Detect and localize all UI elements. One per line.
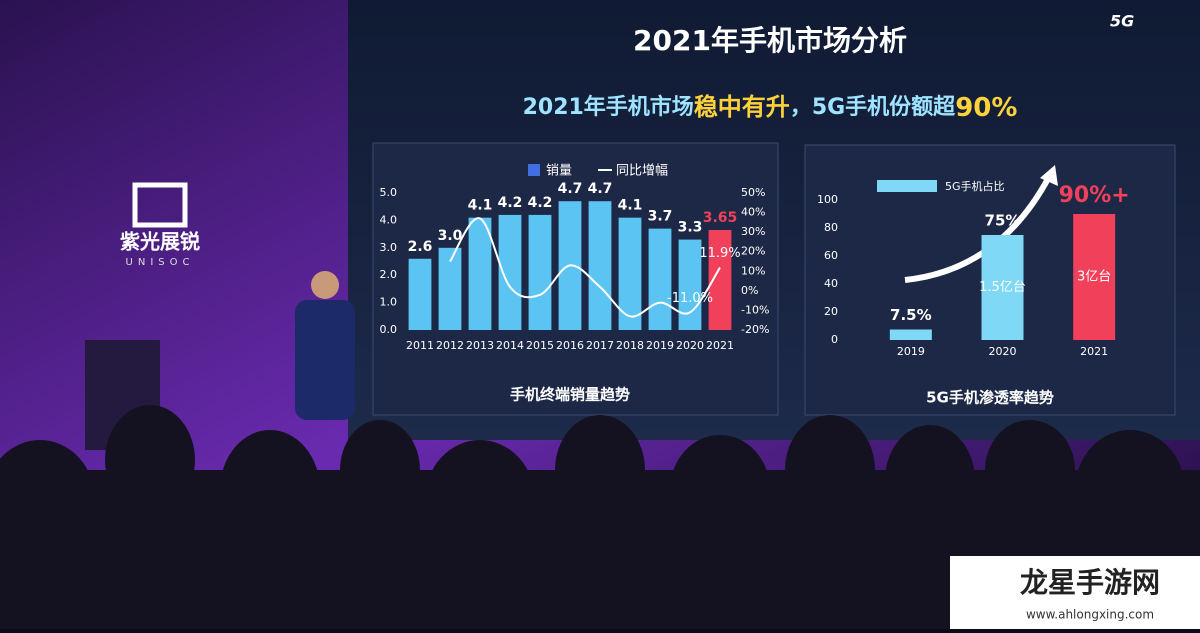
- y2-tick-label: 50%: [741, 186, 765, 199]
- y-tick-label: 3.0: [380, 241, 398, 254]
- y2-tick-label: 0%: [741, 284, 758, 297]
- bar: [1073, 214, 1116, 340]
- x-tick-label: 2018: [616, 339, 644, 352]
- data-label: 4.7: [588, 181, 613, 197]
- bar: [498, 214, 522, 330]
- data-label: 90%+: [1059, 183, 1130, 208]
- headline-part: ，5G手机份额超: [790, 95, 956, 120]
- y-tick-label: 0.0: [380, 323, 398, 336]
- x-tick-label: 2012: [436, 339, 464, 352]
- data-label: 4.1: [618, 198, 643, 214]
- legend-swatch: [877, 180, 937, 192]
- trend-arrow-head: [1040, 165, 1058, 186]
- y-tick-label: 4.0: [380, 213, 398, 226]
- legend-swatch: [528, 164, 540, 176]
- y-tick-label: 100: [817, 193, 838, 206]
- speaker-head: [311, 271, 339, 299]
- data-label: 4.7: [558, 181, 583, 197]
- line: [449, 217, 721, 318]
- brand-en: UNISOC: [126, 257, 195, 268]
- legend-label: 5G手机占比: [945, 179, 1005, 193]
- x-tick-label: 2014: [496, 339, 524, 352]
- bar: [618, 217, 642, 330]
- legend-label: 销量: [546, 164, 572, 179]
- data-label: 75%: [985, 212, 1021, 230]
- y-tick-label: 80: [824, 221, 838, 234]
- data-label: 4.1: [468, 198, 493, 214]
- bar: [708, 229, 732, 330]
- bar: [438, 247, 462, 330]
- y-tick-label: 20: [824, 305, 838, 318]
- x-tick-label: 2020: [676, 339, 704, 352]
- y2-tick-label: 30%: [741, 225, 765, 238]
- bar: [468, 217, 492, 330]
- y2-tick-label: -10%: [741, 303, 769, 316]
- data-label: 3.7: [648, 209, 673, 225]
- headline-part: 稳中有升: [694, 93, 790, 121]
- audience: [0, 405, 1200, 633]
- bar: [678, 239, 702, 330]
- bar: [981, 235, 1024, 340]
- x-tick-label: 2013: [466, 339, 494, 352]
- y-tick-label: 5.0: [380, 186, 398, 199]
- bar-note: 3亿台: [1077, 270, 1111, 285]
- x-tick-label: 2020: [989, 345, 1017, 358]
- y-tick-label: 40: [824, 277, 838, 290]
- data-label: 3.0: [438, 228, 463, 244]
- headline-part: 90%: [955, 93, 1017, 123]
- bar: [408, 258, 432, 330]
- headline-part: 2021年手机市场: [523, 94, 694, 120]
- logo: [132, 182, 188, 228]
- headline: 2021年手机市场稳中有升，5G手机份额超90%: [523, 93, 1018, 123]
- x-tick-label: 2019: [646, 339, 674, 352]
- slide-title: 2021年手机市场分析: [633, 24, 907, 57]
- y2-tick-label: 20%: [741, 245, 765, 258]
- x-tick-label: 2015: [526, 339, 554, 352]
- y2-tick-label: -20%: [741, 323, 769, 336]
- data-label: 7.5%: [890, 306, 932, 324]
- x-tick-label: 2021: [706, 339, 734, 352]
- bar: [889, 329, 932, 340]
- x-tick-label: 2011: [406, 339, 434, 352]
- bar-note: 1.5亿台: [979, 280, 1026, 295]
- bar: [588, 201, 612, 330]
- speaker: [295, 300, 355, 420]
- watermark-url: www.ahlongxing.com: [1026, 608, 1154, 622]
- brand: 紫光展锐: [120, 230, 200, 254]
- watermark: 龙星手游网: [1020, 566, 1160, 599]
- y2-tick-label: 10%: [741, 264, 765, 277]
- bar: [648, 228, 672, 330]
- legend-label: 同比增幅: [616, 164, 668, 179]
- chart-title: 5G手机渗透率趋势: [926, 389, 1054, 407]
- data-label: 11.9%: [699, 246, 740, 261]
- watermark-box: [950, 556, 1200, 629]
- data-label: 3.3: [678, 220, 703, 236]
- x-tick-label: 2017: [586, 339, 614, 352]
- y-tick-label: 0: [831, 333, 838, 346]
- x-tick-label: 2016: [556, 339, 584, 352]
- data-label: -11.0%: [667, 291, 713, 306]
- y-tick-label: 2.0: [380, 268, 398, 281]
- data-label: 4.2: [498, 195, 523, 211]
- x-tick-label: 2021: [1080, 345, 1108, 358]
- bar: [528, 214, 552, 330]
- data-label: 4.2: [528, 195, 553, 211]
- y-tick-label: 60: [824, 249, 838, 262]
- corner-logo: 5G: [1110, 12, 1134, 31]
- chart-title: 手机终端销量趋势: [510, 386, 630, 404]
- data-label: 2.6: [408, 239, 433, 255]
- data-label: 3.65: [703, 210, 738, 226]
- y-tick-label: 1.0: [380, 296, 398, 309]
- y2-tick-label: 40%: [741, 206, 765, 219]
- x-tick-label: 2019: [897, 345, 925, 358]
